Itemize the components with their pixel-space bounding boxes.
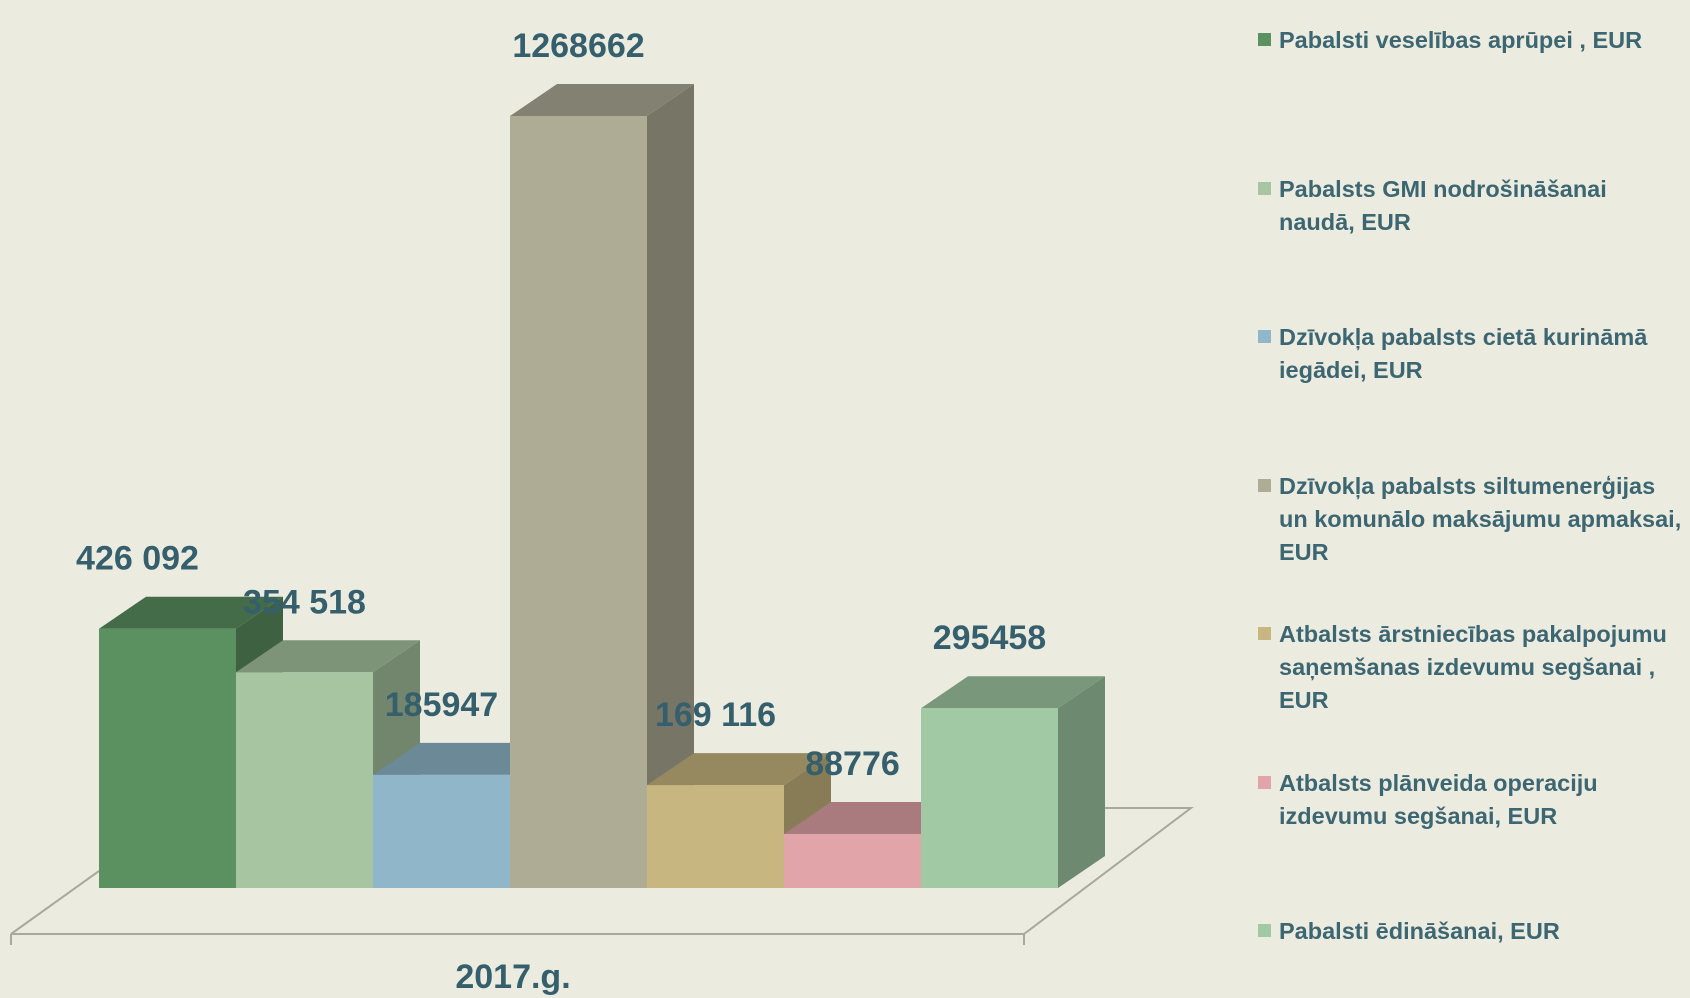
legend-swatch	[1258, 33, 1271, 46]
floor-edge	[10, 870, 100, 935]
bar-side	[647, 84, 694, 888]
value-label: 1268662	[512, 27, 644, 65]
legend-swatch	[1258, 181, 1271, 195]
value-label: 354 518	[243, 583, 366, 621]
bar-top	[236, 640, 420, 673]
bar	[99, 628, 236, 888]
bar	[647, 785, 784, 888]
bar-top	[921, 676, 1105, 709]
value-label: 169 116	[655, 696, 776, 734]
legend-item: Dzīvokļa pabalsts cietā kurināmā iegādei…	[1258, 321, 1688, 387]
value-label: 426 092	[76, 540, 199, 578]
legend-item: Pabalsts GMI nodrošināšanai naudā, EUR	[1258, 173, 1688, 239]
legend-swatch	[1258, 330, 1271, 343]
legend-item: Dzīvokļa pabalsts siltumenerģijas un kom…	[1258, 470, 1688, 569]
legend-label: Pabalsti veselības aprūpei , EUR	[1279, 27, 1643, 53]
legend-item: Atbalsts plānveida operaciju izdevumu se…	[1258, 767, 1688, 833]
value-label: 185947	[385, 686, 498, 724]
floor-edge	[11, 807, 1194, 935]
bar-top	[99, 596, 283, 629]
legend-swatch	[1258, 924, 1271, 937]
bar	[510, 116, 647, 888]
legend-item: Atbalsts ārstniecības pakalpojumu saņemš…	[1258, 618, 1688, 717]
bar-top	[647, 753, 831, 786]
legend-swatch	[1258, 627, 1271, 640]
legend-label: Dzīvokļa pabalsts siltumenerģijas un kom…	[1279, 472, 1682, 565]
value-label: 295458	[933, 619, 1046, 657]
legend-label: Atbalsts plānveida operaciju izdevumu se…	[1279, 769, 1598, 829]
legend-item: Pabalsti veselības aprūpei , EUR	[1258, 24, 1688, 57]
bar-side	[1058, 676, 1105, 888]
bar	[921, 708, 1058, 888]
category-label: 2017.g.	[455, 958, 570, 996]
bar	[373, 774, 510, 888]
legend-swatch	[1258, 478, 1271, 492]
value-label: 88776	[805, 745, 900, 783]
legend-label: Dzīvokļa pabalsts cietā kurināmā iegādei…	[1279, 324, 1648, 383]
legend-label: Pabalsti ēdināšanai, EUR	[1279, 918, 1560, 944]
legend-item: Pabalsti ēdināšanai, EUR	[1258, 915, 1688, 948]
legend-swatch	[1258, 775, 1271, 789]
legend-label: Pabalsts GMI nodrošināšanai naudā, EUR	[1279, 175, 1607, 235]
bar	[236, 672, 373, 888]
bar	[784, 833, 921, 888]
bar-top	[510, 84, 694, 116]
legend-label: Atbalsts ārstniecības pakalpojumu saņemš…	[1279, 621, 1667, 713]
